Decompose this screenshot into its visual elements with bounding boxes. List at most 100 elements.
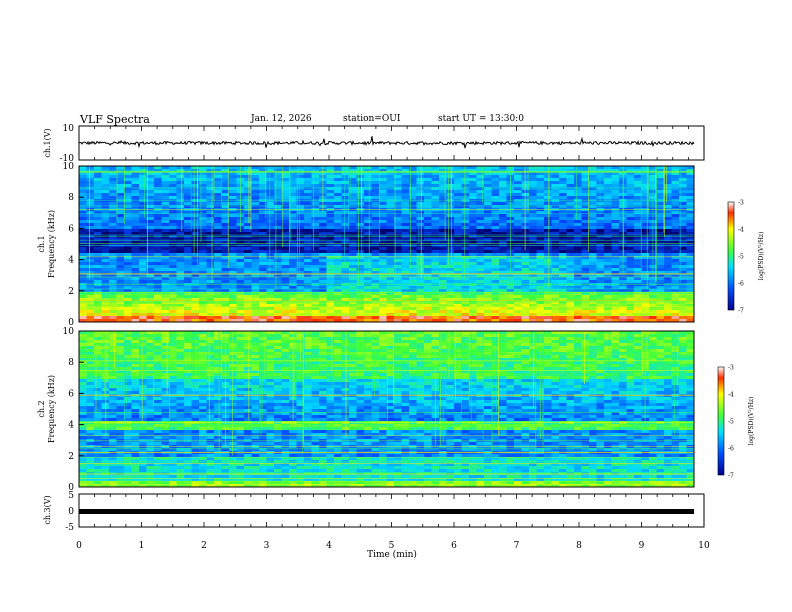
ch1-spec-cell xyxy=(176,220,185,224)
ch1-spec-cell xyxy=(86,229,95,233)
ch1-spec-cell xyxy=(274,199,282,203)
ch1-spec-cell xyxy=(454,247,462,251)
ch1-spec-cell xyxy=(169,229,177,233)
ch1-spec-cell xyxy=(514,241,522,245)
ch1-spec-cell xyxy=(161,310,170,314)
ch1-spec-cell xyxy=(304,202,312,206)
ch1-spec-cell xyxy=(169,184,177,188)
ch1-spec-cell xyxy=(191,301,200,305)
ch1-spec-cell xyxy=(244,262,252,266)
ch1-spec-cell xyxy=(611,316,620,320)
ch1-spec-cell xyxy=(79,226,87,230)
ch1-spec-cell xyxy=(326,175,335,179)
ch1-spec-cell xyxy=(514,169,522,173)
ch1-spec-cell xyxy=(476,226,485,230)
ch2-spec-cell xyxy=(356,331,365,335)
ch1-spec-cell xyxy=(259,178,267,182)
ch1-spec-cell xyxy=(499,175,507,179)
ch1-spec-cell xyxy=(176,187,185,191)
ch1-spec-cell xyxy=(244,241,252,245)
ch1-spec-cell xyxy=(191,202,200,206)
ch1-spec-cell xyxy=(259,166,267,170)
ch1-spec-cell xyxy=(641,265,650,269)
ch1-spec-cell xyxy=(611,169,620,173)
ch1-spec-cell xyxy=(394,187,402,191)
ch1-spec-cell xyxy=(229,226,237,230)
ch1-spec-cell xyxy=(229,214,237,218)
ch2-spec-cell xyxy=(454,343,462,347)
ch1-spec-cell xyxy=(469,259,477,263)
ch1-spec-cell xyxy=(536,262,545,266)
ch1-spec-cell xyxy=(364,259,372,263)
ch1-spec-cell xyxy=(326,277,335,281)
ch1-spec-cell xyxy=(671,286,680,290)
ch1-spec-cell xyxy=(371,187,380,191)
ch1-spec-cell xyxy=(259,217,267,221)
ch1-spec-cell xyxy=(274,286,282,290)
ch1-spec-cell xyxy=(536,286,545,290)
ch1-spec-cell xyxy=(221,304,230,308)
ch1-spec-cell xyxy=(244,229,252,233)
ch1-spec-cell xyxy=(401,226,410,230)
ch1-spec-cell xyxy=(296,229,305,233)
ch2-spec-cell xyxy=(274,349,282,353)
ch1-spec-cell xyxy=(266,262,275,266)
ch1-spec-cell xyxy=(529,190,537,194)
ch1-spec-cell xyxy=(386,313,395,317)
ch1-spec-cell xyxy=(416,238,425,242)
ch1-spec-cell xyxy=(281,286,290,290)
ch1-spec-cell xyxy=(326,202,335,206)
ch1-spec-cell xyxy=(416,286,425,290)
ch1-spec-cell xyxy=(319,286,327,290)
ch1-spec-cell xyxy=(304,271,312,275)
ch1-spec-cell xyxy=(386,199,395,203)
ch1-spec-cell xyxy=(664,274,672,278)
ch1-spec-cell xyxy=(521,286,530,290)
ch1-spec-cell xyxy=(574,250,582,254)
ch1-spec-cell xyxy=(259,313,267,317)
ch1-spec-cell xyxy=(379,286,387,290)
ch1-spec-cell xyxy=(409,253,417,257)
ch1-spec-cell xyxy=(356,250,365,254)
ch1-spec-cell xyxy=(79,313,87,317)
ch1-spec-cell xyxy=(686,271,695,275)
ch1-spec-cell xyxy=(619,310,627,314)
ch1-spec-cell xyxy=(109,295,117,299)
ch1-spec-cell xyxy=(274,247,282,251)
ch2-spec-cell xyxy=(491,337,500,341)
ch1-spec-cell xyxy=(619,277,627,281)
ch1-spec-cell xyxy=(319,298,327,302)
ch2-spec-cell xyxy=(491,340,500,344)
ch1-spec-cell xyxy=(296,199,305,203)
ch2-spec-cell xyxy=(326,346,335,350)
ch1-spec-cell xyxy=(656,199,665,203)
ch1-spec-cell xyxy=(94,280,102,284)
ch1-spec-cell xyxy=(446,259,455,263)
ch1-spec-cell xyxy=(536,295,545,299)
ch1-spec-cell xyxy=(176,247,185,251)
ch1-spec-cell xyxy=(536,196,545,200)
ch2-spec-cell xyxy=(379,331,387,335)
ch1-spec-cell xyxy=(161,262,170,266)
ch1-spec-cell xyxy=(131,196,140,200)
ch1-spec-cell xyxy=(379,181,387,185)
ch1-spec-cell xyxy=(304,259,312,263)
ch1-spec-cell xyxy=(86,178,95,182)
ch1-spec-cell xyxy=(521,229,530,233)
ch1-spec-cell xyxy=(341,301,350,305)
ch1-spec-cell xyxy=(604,286,612,290)
ch1-spec-cell xyxy=(634,205,642,209)
ch1-spec-cell xyxy=(536,166,545,170)
ch1-spec-cell xyxy=(176,217,185,221)
ch1-spec-cell xyxy=(94,265,102,269)
ch1-spec-cell xyxy=(461,220,470,224)
ch1-spec-cell xyxy=(341,205,350,209)
ch1-spec-cell xyxy=(131,304,140,308)
ch1-spec-cell xyxy=(619,286,627,290)
ch1-spec-cell xyxy=(439,313,447,317)
ch1-spec-cell xyxy=(431,289,440,293)
ch2-spec-cell xyxy=(559,340,567,344)
ch1-spec-cell xyxy=(544,196,552,200)
ch2-spec-cell xyxy=(476,340,485,344)
ch2-spec-cell xyxy=(619,346,627,350)
